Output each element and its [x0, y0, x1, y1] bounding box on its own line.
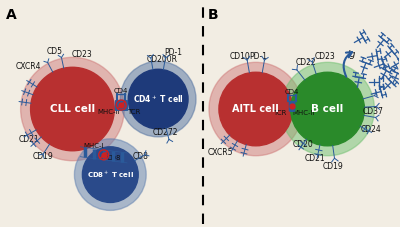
Text: CD200R: CD200R [147, 55, 178, 64]
Text: MHC-II: MHC-II [97, 109, 120, 115]
Circle shape [209, 62, 303, 156]
Text: CD23: CD23 [314, 52, 335, 61]
Text: B cell: B cell [312, 104, 344, 114]
Text: PD-1: PD-1 [164, 48, 182, 57]
Text: CD5: CD5 [46, 47, 62, 56]
Text: CD19: CD19 [32, 152, 53, 161]
Text: TCR: TCR [128, 109, 141, 115]
Text: CD21: CD21 [304, 154, 325, 163]
Text: CXCR5: CXCR5 [207, 148, 233, 157]
Circle shape [74, 139, 146, 210]
Text: A: A [6, 8, 16, 22]
Text: CD37: CD37 [363, 107, 384, 116]
Text: CXCR4: CXCR4 [16, 62, 41, 71]
Circle shape [21, 57, 124, 161]
Text: CD4: CD4 [114, 88, 128, 94]
Text: MHC-II: MHC-II [292, 110, 315, 116]
Text: CD22: CD22 [295, 58, 316, 67]
Text: CD23: CD23 [72, 50, 93, 59]
Text: CD21: CD21 [18, 135, 39, 144]
Text: PD-1: PD-1 [249, 52, 267, 61]
Text: AITL cell: AITL cell [232, 104, 279, 114]
Text: Ig: Ig [347, 50, 356, 59]
Text: CD4: CD4 [284, 89, 299, 95]
Text: CLL cell: CLL cell [50, 104, 95, 114]
Text: CD19: CD19 [322, 162, 343, 171]
Text: CD8$^+$ T cell: CD8$^+$ T cell [87, 170, 134, 180]
Text: CD10: CD10 [230, 52, 250, 61]
Circle shape [281, 62, 374, 156]
Text: B: B [208, 8, 218, 22]
Circle shape [82, 147, 138, 202]
Text: CD4$^+$ T cell: CD4$^+$ T cell [133, 93, 184, 105]
Circle shape [120, 61, 196, 137]
Text: CD24: CD24 [361, 125, 382, 134]
Circle shape [30, 67, 114, 151]
Text: MHC-I: MHC-I [84, 143, 104, 149]
Text: CD8: CD8 [106, 155, 121, 161]
Text: CD20: CD20 [292, 140, 313, 149]
Circle shape [219, 72, 293, 146]
Circle shape [128, 69, 188, 129]
Text: TCR: TCR [273, 110, 286, 116]
Circle shape [291, 72, 364, 146]
Text: CD272: CD272 [152, 128, 178, 137]
Text: CD8: CD8 [132, 152, 148, 161]
